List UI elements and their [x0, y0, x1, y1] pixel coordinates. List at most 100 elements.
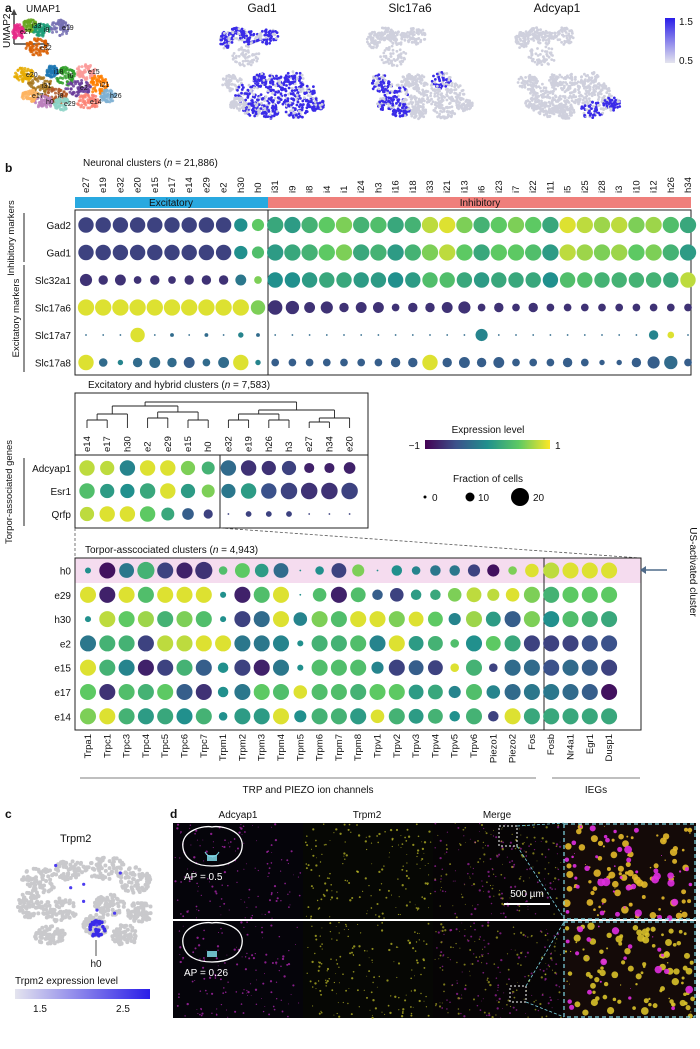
- umap-point: [455, 103, 459, 107]
- umap-point: [398, 60, 402, 64]
- excitatory-bar-label: Excitatory: [149, 198, 193, 209]
- dot-mark: [601, 334, 603, 336]
- umap-point: [70, 78, 74, 82]
- umap-point: [526, 32, 529, 36]
- umap-point: [303, 92, 307, 95]
- umap-point: [284, 76, 288, 80]
- umap-point: [263, 107, 267, 110]
- umap-point: [33, 76, 37, 80]
- umap-point: [275, 74, 278, 78]
- umap-point: [529, 49, 533, 53]
- dot-mark: [523, 635, 540, 652]
- umap-point: [536, 47, 539, 50]
- umap-point: [245, 30, 249, 34]
- dot-mark: [487, 588, 500, 601]
- umap-point: [307, 89, 310, 93]
- umap-point: [290, 89, 294, 93]
- umap-point: [391, 52, 395, 55]
- umap-point: [86, 101, 90, 104]
- umap-point: [534, 99, 537, 103]
- umap-cluster-label: e19: [62, 25, 74, 32]
- umap-point: [601, 111, 605, 115]
- umap-point: [519, 33, 523, 37]
- cluster-tick-label: e32: [223, 436, 234, 452]
- dot-mark: [581, 683, 598, 701]
- umap-point: [537, 106, 541, 110]
- dot-mark: [267, 216, 284, 234]
- umap-point: [395, 83, 399, 87]
- umap-point: [232, 77, 236, 80]
- umap-point: [386, 37, 389, 41]
- umap-point: [74, 80, 78, 84]
- umap-point: [246, 96, 250, 99]
- umap-point: [111, 856, 116, 861]
- umap-point: [269, 36, 273, 40]
- dot-mark: [184, 275, 194, 285]
- umap-point: [438, 103, 442, 107]
- dot-mark: [112, 299, 129, 316]
- umap-point: [287, 104, 290, 108]
- umap-point: [58, 70, 62, 74]
- dot-mark: [598, 303, 606, 312]
- umap-point: [263, 33, 267, 37]
- dot-mark: [137, 561, 155, 580]
- umap-point: [571, 95, 575, 99]
- umap-point: [23, 92, 27, 96]
- umap-point: [425, 100, 429, 104]
- umap-point: [236, 88, 239, 92]
- umap-point: [40, 31, 44, 35]
- dot-mark: [427, 660, 443, 676]
- dot-mark: [577, 272, 593, 288]
- umap-point: [82, 70, 86, 74]
- cluster-tick-label: i13: [459, 180, 470, 193]
- umap-y-arrow: [11, 9, 17, 15]
- umap-point: [91, 83, 95, 86]
- umap-point: [274, 84, 278, 88]
- umap-point: [373, 85, 376, 89]
- umap-point: [399, 41, 403, 44]
- umap-point: [383, 49, 387, 52]
- dot-mark: [118, 659, 135, 676]
- dot-mark: [304, 302, 316, 313]
- dot-mark: [330, 708, 347, 725]
- umap-point: [408, 73, 411, 76]
- umap-point: [93, 74, 97, 78]
- umap-point: [388, 31, 392, 35]
- umap-point: [268, 74, 272, 78]
- umap-point: [561, 112, 565, 116]
- dot-mark: [387, 244, 404, 261]
- dot-mark: [100, 460, 115, 476]
- umap-point: [274, 36, 278, 40]
- umap-point: [264, 111, 267, 115]
- umap-point: [56, 79, 60, 83]
- umap-point: [524, 101, 528, 105]
- umap-point: [578, 90, 581, 94]
- umap-point: [404, 92, 408, 96]
- umap-point: [405, 80, 408, 84]
- umap-point: [41, 102, 45, 106]
- umap-point: [523, 37, 527, 41]
- dot-mark: [157, 659, 174, 676]
- dot-mark: [265, 511, 272, 517]
- umap-point: [544, 39, 548, 42]
- umap-point: [437, 75, 441, 79]
- umap-point: [36, 37, 40, 41]
- umap-point: [88, 96, 92, 100]
- gene-tick-label: Trpv6: [469, 734, 480, 758]
- umap-point: [47, 68, 51, 72]
- umap-point: [533, 30, 537, 34]
- umap-point: [301, 106, 304, 109]
- umap-point: [565, 36, 569, 40]
- umap-point: [383, 100, 387, 104]
- umap-point: [514, 37, 518, 40]
- umap-point: [236, 107, 239, 110]
- dot-mark: [580, 303, 589, 312]
- umap-point: [219, 42, 223, 46]
- umap-point: [19, 74, 23, 78]
- umap-point: [365, 37, 369, 41]
- umap-point: [270, 96, 273, 99]
- dot-mark: [176, 659, 193, 676]
- umap-point: [291, 70, 295, 74]
- umap-point: [47, 98, 51, 102]
- umap-point: [267, 109, 270, 112]
